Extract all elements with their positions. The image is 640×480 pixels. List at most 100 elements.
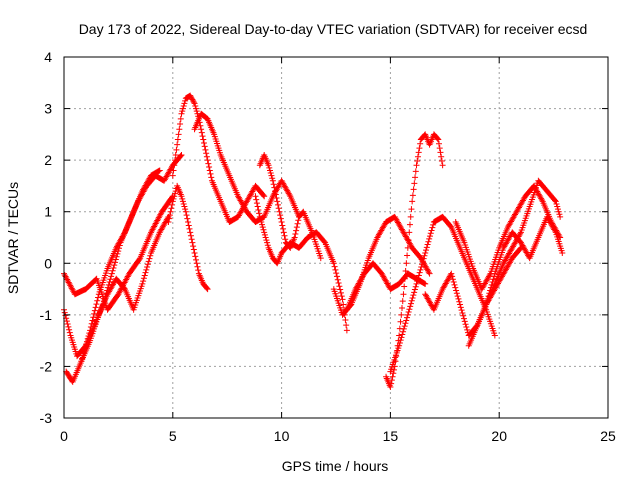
data-point (92, 304, 99, 311)
data-point (198, 126, 205, 133)
x-tick-label: 25 (600, 428, 616, 444)
data-point (169, 201, 176, 208)
data-point (261, 193, 268, 200)
data-point (141, 272, 148, 279)
data-point (553, 200, 560, 207)
data-point (258, 219, 265, 226)
data-point (439, 162, 446, 169)
data-point (460, 312, 467, 319)
data-point (274, 201, 281, 208)
data-point (259, 221, 266, 228)
data-point (95, 294, 102, 301)
data-point (406, 306, 413, 313)
data-point (487, 287, 494, 294)
data-point (405, 309, 412, 316)
data-point (416, 145, 423, 152)
plot-frame (63, 56, 609, 419)
data-point (453, 290, 460, 297)
data-point (388, 380, 395, 387)
x-axis-label: GPS time / hours (282, 458, 389, 474)
data-point (398, 311, 405, 318)
data-point (201, 143, 208, 150)
data-point (253, 200, 260, 207)
data-point (146, 255, 153, 262)
data-point (400, 328, 407, 335)
y-tick-label: -1 (40, 307, 53, 323)
data-point (177, 115, 184, 122)
data-point (198, 129, 205, 136)
data-point (426, 270, 433, 277)
data-point (266, 164, 273, 171)
data-point (461, 318, 468, 325)
data-point (551, 227, 558, 234)
data-point (65, 323, 72, 330)
data-point (491, 332, 498, 339)
y-tick-labels: -3 -2 -1 0 1 2 3 4 (40, 49, 53, 426)
data-point (204, 157, 211, 164)
data-point (417, 266, 424, 273)
data-point (274, 198, 281, 205)
series-arc2 (63, 167, 163, 385)
data-point (178, 151, 185, 158)
data-point (554, 206, 561, 213)
data-point (187, 93, 194, 100)
data-point (293, 224, 300, 231)
data-point (423, 247, 430, 254)
data-point (145, 258, 152, 265)
data-point (457, 304, 464, 311)
data-point (177, 121, 184, 128)
data-point (261, 231, 268, 238)
data-point (275, 205, 282, 212)
data-point (208, 174, 215, 181)
data-point (489, 279, 496, 286)
data-point (389, 373, 396, 380)
series-arc17 (483, 213, 566, 308)
data-point (397, 318, 404, 325)
data-point (195, 267, 202, 274)
data-point (260, 226, 267, 233)
data-point (66, 329, 73, 336)
data-point (111, 262, 118, 269)
data-point (179, 198, 186, 205)
data-point (170, 167, 177, 174)
data-point (485, 293, 492, 300)
data-point (144, 261, 151, 268)
data-point (396, 339, 403, 346)
data-point (436, 145, 443, 152)
data-point (402, 268, 409, 275)
data-point (486, 272, 493, 279)
data-point (177, 152, 184, 159)
x-tick-label: 15 (383, 428, 399, 444)
data-point (191, 100, 198, 107)
data-point (557, 213, 564, 220)
data-point (434, 135, 441, 142)
data-point (388, 377, 395, 384)
data-point (552, 198, 559, 205)
chart-title: Day 173 of 2022, Sidereal Day-to-day VTE… (79, 21, 588, 37)
x-tick-label: 0 (60, 428, 68, 444)
data-point (147, 252, 154, 259)
data-point (428, 227, 435, 234)
data-point (174, 136, 181, 143)
data-point (409, 198, 416, 205)
y-tick-label: 0 (44, 255, 52, 271)
data-point (404, 244, 411, 251)
data-point (338, 293, 345, 300)
data-point (429, 224, 436, 231)
data-point (334, 276, 341, 283)
data-point (109, 267, 116, 274)
data-point (256, 213, 263, 220)
data-point (203, 153, 210, 160)
data-point (167, 208, 174, 215)
data-point (435, 136, 442, 143)
data-point (330, 260, 337, 267)
data-point (405, 237, 412, 244)
data-point (490, 276, 497, 283)
data-point (335, 279, 342, 286)
data-point (336, 283, 343, 290)
data-point (387, 384, 394, 391)
data-point (415, 149, 422, 156)
data-point (407, 303, 414, 310)
data-point (254, 203, 261, 210)
data-point (551, 197, 558, 204)
